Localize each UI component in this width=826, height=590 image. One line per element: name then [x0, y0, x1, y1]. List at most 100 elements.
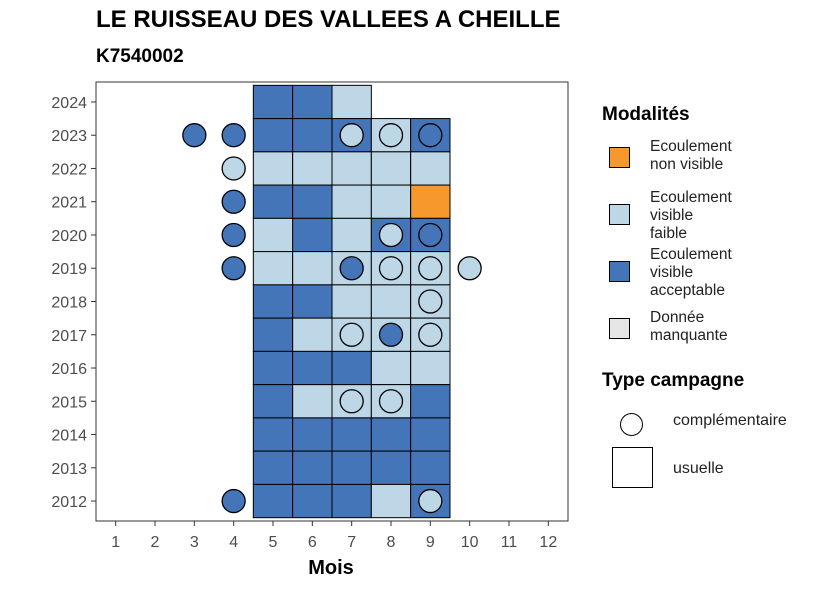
usuelle-cell: [331, 284, 372, 319]
usuelle-cell: [331, 483, 372, 519]
legend-swatch: [609, 147, 630, 168]
complementaire-point: [221, 256, 246, 281]
usuelle-cell: [370, 284, 412, 319]
usuelle-cell: [252, 284, 294, 319]
usuelle-cell: [292, 284, 333, 319]
usuelle-cell: [292, 450, 333, 485]
y-tick-label: 2024: [51, 95, 87, 112]
complementaire-point: [378, 322, 404, 347]
usuelle-cell: [331, 217, 372, 253]
legend-modalite-item: Ecoulement visible faible: [602, 189, 822, 248]
usuelle-cell: [252, 450, 294, 485]
legend-label-line: Donnée: [650, 309, 705, 326]
legend-modalite-label: Ecoulement non visible: [650, 138, 760, 174]
usuelle-cell: [292, 417, 333, 452]
complementaire-point: [221, 189, 246, 214]
y-tick-label: 2021: [51, 195, 87, 212]
complementaire-point: [418, 123, 443, 148]
complementaire-point: [182, 123, 207, 148]
complementaire-point: [339, 389, 364, 414]
x-tick-label: 2: [151, 534, 160, 551]
usuelle-cell: [370, 151, 412, 186]
x-tick-label: 4: [229, 534, 238, 551]
circle-icon: [620, 413, 643, 436]
legend-campagne-label: usuelle: [673, 460, 724, 477]
legend-modalites: Modalités Ecoulement non visible Ecoulemen…: [602, 104, 822, 362]
usuelle-cell: [331, 350, 372, 386]
usuelle-cell: [292, 151, 333, 186]
x-tick-label: 12: [539, 534, 557, 551]
usuelle-cell: [331, 450, 372, 485]
legend-campagne-item: usuelle: [602, 447, 822, 491]
legend-label-line: acceptable: [650, 282, 725, 299]
complementaire-point: [221, 156, 246, 181]
legend-label-line: faible: [650, 225, 688, 242]
complementaire-point: [221, 123, 246, 148]
usuelle-cell: [252, 251, 294, 286]
usuelle-cell: [410, 184, 451, 219]
usuelle-cell: [292, 217, 333, 253]
legend-campagne-title: Type campagne: [602, 370, 745, 391]
y-tick-label: 2017: [51, 328, 87, 345]
x-tick-label: 11: [501, 534, 518, 551]
usuelle-cell: [410, 151, 451, 186]
usuelle-cell: [292, 483, 333, 519]
y-tick-label: 2015: [51, 394, 87, 411]
complementaire-point: [378, 389, 404, 414]
complementaire-point: [221, 488, 246, 514]
complementaire-point: [418, 488, 443, 514]
usuelle-cell: [292, 251, 333, 286]
usuelle-cell: [331, 417, 372, 452]
usuelle-cell: [252, 350, 294, 386]
y-tick-label: 2018: [51, 295, 87, 312]
legend-modalite-label: Ecoulement visible faible: [650, 189, 760, 243]
usuelle-cell: [252, 118, 294, 153]
legend-label-line: Ecoulement: [650, 246, 732, 263]
complementaire-point: [339, 123, 364, 148]
usuelle-cell: [292, 350, 333, 386]
usuelle-cell: [252, 417, 294, 452]
legend-modalite-item: Ecoulement non visible: [602, 134, 822, 191]
usuelle-cell: [292, 184, 333, 219]
legend-modalite-item: Donnée manquante: [602, 305, 822, 362]
complementaire-point: [418, 256, 443, 281]
y-tick-label: 2014: [51, 428, 87, 445]
usuelle-cell: [410, 350, 451, 386]
legend-label-line: non visible: [650, 156, 724, 173]
y-tick-label: 2016: [51, 361, 87, 378]
usuelle-cell: [292, 384, 333, 419]
y-axis: 2012 2013 2014 2015 2016 2017 2018 2019 2020 2021…: [51, 95, 96, 511]
usuelle-cell: [292, 317, 333, 352]
usuelle-cell: [370, 450, 412, 485]
complementaire-point: [418, 322, 443, 347]
x-tick-label: 3: [190, 534, 199, 551]
y-tick-label: 2012: [51, 494, 87, 511]
legend-modalite-label: Ecoulement visible acceptable: [650, 246, 760, 300]
x-axis: 1 2 3 4 5 6 7 8 9 10 11 12: [111, 521, 557, 551]
usuelle-cell: [252, 84, 294, 120]
usuelle-cell: [331, 151, 372, 186]
x-tick-label: 7: [347, 534, 356, 551]
complementaire-point: [339, 322, 364, 347]
legend-modalite-label: Donnée manquante: [650, 309, 760, 345]
y-tick-label: 2020: [51, 228, 87, 245]
complementaire-point: [378, 222, 404, 248]
complementaire-point: [457, 256, 482, 281]
x-tick-label: 1: [111, 534, 120, 551]
usuelle-cell: [292, 84, 333, 120]
usuelle-cell: [370, 184, 412, 219]
legend-modalites-title: Modalités: [602, 104, 690, 125]
y-tick-label: 2013: [51, 461, 87, 478]
usuelle-cell: [252, 184, 294, 219]
legend-swatch: [609, 318, 630, 339]
x-tick-label: 5: [269, 534, 278, 551]
complementaire-point: [418, 289, 443, 314]
usuelle-cell: [292, 118, 333, 153]
usuelle-cell: [410, 384, 451, 419]
usuelle-cell: [331, 84, 372, 120]
complementaire-point: [339, 256, 364, 281]
x-tick-label: 8: [387, 534, 396, 551]
usuelle-cell: [252, 151, 294, 186]
legend-swatch: [609, 261, 630, 282]
complementaire-point: [378, 123, 404, 148]
